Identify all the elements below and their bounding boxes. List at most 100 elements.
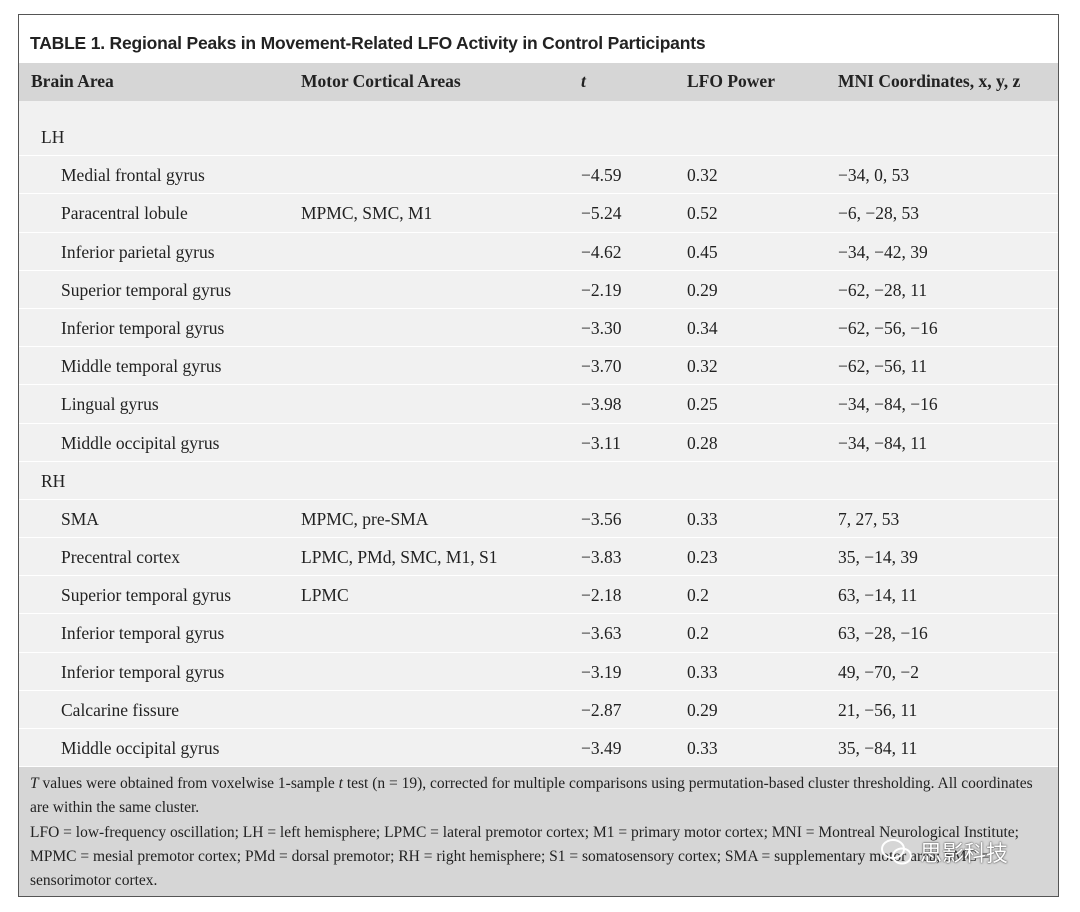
table-cell: 0.2 xyxy=(687,585,709,606)
table-cell: −3.19 xyxy=(581,661,622,682)
group-label: RH xyxy=(41,470,66,491)
table-cell: 7, 27, 53 xyxy=(838,508,900,529)
table-cell: 0.28 xyxy=(687,432,718,453)
table-cell: −34, 0, 53 xyxy=(838,165,910,186)
table-cell: −3.63 xyxy=(581,623,622,644)
table-cell: 0.33 xyxy=(687,738,718,758)
header-cell: LFO Power xyxy=(687,71,775,91)
table-row: Superior temporal gyrus LPMC −2.18 0.2 63, −… xyxy=(19,576,1058,615)
table-body: LH Medial frontal gyrus −4.59 0.32 −34, 0, 5… xyxy=(19,101,1058,768)
table-cell: Paracentral lobule xyxy=(61,203,188,224)
table-cell: Middle temporal gyrus xyxy=(61,356,222,377)
table-cell: −34, −84, 11 xyxy=(838,432,928,453)
table-row: Inferior temporal gyrus −3.30 0.34 −62, −56… xyxy=(19,309,1058,348)
watermark: 思影科技 xyxy=(880,836,1008,868)
table-cell: 21, −56, 11 xyxy=(838,699,918,720)
header-cell: Motor Cortical Areas xyxy=(301,71,461,91)
table-cell: −3.49 xyxy=(581,738,622,758)
header-cell: t xyxy=(581,71,586,91)
table-cell: 0.32 xyxy=(687,356,718,377)
table-cell: −3.83 xyxy=(581,547,622,568)
table-cell: 0.25 xyxy=(687,394,718,415)
footnote-text: LFO = low-frequency oscillation; LH = le… xyxy=(30,824,1019,889)
table-cell: −62, −28, 11 xyxy=(838,279,928,300)
table-cell: Superior temporal gyrus xyxy=(61,279,232,300)
table-cell: Middle occipital gyrus xyxy=(61,432,220,453)
table-cell: 49, −70, −2 xyxy=(838,661,919,682)
table-cell: 0.32 xyxy=(687,165,718,186)
table-cell: −2.87 xyxy=(581,699,622,720)
table-cell: −62, −56, 11 xyxy=(838,356,928,377)
table-row: Superior temporal gyrus −2.19 0.29 −62, −28… xyxy=(19,271,1058,309)
table-cell: 0.29 xyxy=(687,699,718,720)
table-cell: SMA xyxy=(61,508,99,529)
table-row: Middle occipital gyrus −3.49 0.33 35, −84, … xyxy=(19,729,1058,768)
table-cell: 0.29 xyxy=(687,279,718,300)
table-row: Inferior temporal gyrus −3.63 0.2 63, −28, … xyxy=(19,614,1058,653)
table-cell: MPMC, SMC, M1 xyxy=(301,203,433,224)
table-cell: 63, −14, 11 xyxy=(838,585,918,606)
table-cell: 35, −14, 39 xyxy=(838,547,918,568)
table-cell: Calcarine fissure xyxy=(61,699,180,720)
table-cell: Superior temporal gyrus xyxy=(61,585,232,606)
table-cell: LPMC xyxy=(301,585,349,606)
table-cell: Inferior temporal gyrus xyxy=(61,317,225,338)
footnotes: T values were obtained from voxelwise 1-… xyxy=(19,766,1058,896)
table-cell: Inferior parietal gyrus xyxy=(61,241,215,262)
table-cell: 0.34 xyxy=(687,317,718,338)
header-cell: Brain Area xyxy=(31,71,114,91)
table-cell: LPMC, PMd, SMC, M1, S1 xyxy=(301,547,498,568)
table-cell: −34, −84, −16 xyxy=(838,394,938,415)
table-cell: 0.33 xyxy=(687,661,718,682)
table-cell: 0.33 xyxy=(687,508,718,529)
table-cell: −3.70 xyxy=(581,356,622,377)
table-cell: 0.52 xyxy=(687,203,718,224)
table-cell: −5.24 xyxy=(581,203,622,224)
table-cell: 0.23 xyxy=(687,547,718,568)
footnote-text: t xyxy=(338,775,343,792)
wechat-icon xyxy=(881,839,912,865)
table-cell: −4.59 xyxy=(581,165,622,186)
table-cell: −62, −56, −16 xyxy=(838,317,938,338)
table-cell: 63, −28, −16 xyxy=(838,623,928,644)
table-cell: Lingual gyrus xyxy=(61,394,159,415)
group-label: LH xyxy=(41,127,65,147)
group-row: LH xyxy=(19,118,1058,157)
group-row: RH xyxy=(19,462,1058,500)
table-row: Medial frontal gyrus −4.59 0.32 −34, 0, 53 xyxy=(19,156,1058,195)
table-cell: Medial frontal gyrus xyxy=(61,165,205,186)
footnote: LFO = low-frequency oscillation; LH = le… xyxy=(30,821,1048,893)
table-title: TABLE 1. Regional Peaks in Movement-Rela… xyxy=(19,15,1058,63)
table-row: Paracentral lobule MPMC, SMC, M1 −5.24 0.52… xyxy=(19,194,1058,233)
table-cell: 35, −84, 11 xyxy=(838,738,918,758)
header-row: Brain Area Motor Cortical Areas t LFO Power… xyxy=(19,63,1058,101)
table-cell: −6, −28, 53 xyxy=(838,203,919,224)
table-row: Calcarine fissure −2.87 0.29 21, −56, 11 xyxy=(19,691,1058,729)
footnote-text: values were obtained from voxelwise 1-sa… xyxy=(38,775,339,792)
watermark-text: 思影科技 xyxy=(920,842,1009,867)
table-cell: 0.2 xyxy=(687,623,709,644)
table-row: Middle temporal gyrus −3.70 0.32 −62, −56, … xyxy=(19,347,1058,386)
table-cell: 0.45 xyxy=(687,241,718,262)
table-row: Precentral cortex LPMC, PMd, SMC, M1, S1 −… xyxy=(19,538,1058,577)
table-frame: TABLE 1. Regional Peaks in Movement-Rela… xyxy=(18,14,1059,897)
table-cell: −2.19 xyxy=(581,279,622,300)
table-cell: −3.98 xyxy=(581,394,622,415)
table-cell: −2.18 xyxy=(581,585,622,606)
table-row: Lingual gyrus −3.98 0.25 −34, −84, −16 xyxy=(19,385,1058,424)
table-cell: −3.30 xyxy=(581,317,622,338)
table-cell: −34, −42, 39 xyxy=(838,241,928,262)
table-cell: −4.62 xyxy=(581,241,622,262)
table-row: Inferior temporal gyrus −3.19 0.33 49, −70,… xyxy=(19,653,1058,691)
footnote: T values were obtained from voxelwise 1-… xyxy=(30,772,1048,820)
table-cell: Precentral cortex xyxy=(61,547,181,568)
table-cell: Inferior temporal gyrus xyxy=(61,661,225,682)
table-row: Inferior parietal gyrus −4.62 0.45 −34, −42… xyxy=(19,233,1058,271)
table-row: SMA MPMC, pre-SMA −3.56 0.33 7, 27, 53 xyxy=(19,500,1058,539)
footnote-text: test (n = 19), corrected for multiple co… xyxy=(30,775,1033,816)
header-cell: MNI Coordinates, x, y, z xyxy=(838,71,1021,91)
footnote-text: T xyxy=(30,775,39,792)
table-cell: −3.11 xyxy=(581,432,621,453)
table-cell: Inferior temporal gyrus xyxy=(61,623,225,644)
table-cell: MPMC, pre-SMA xyxy=(301,508,429,529)
